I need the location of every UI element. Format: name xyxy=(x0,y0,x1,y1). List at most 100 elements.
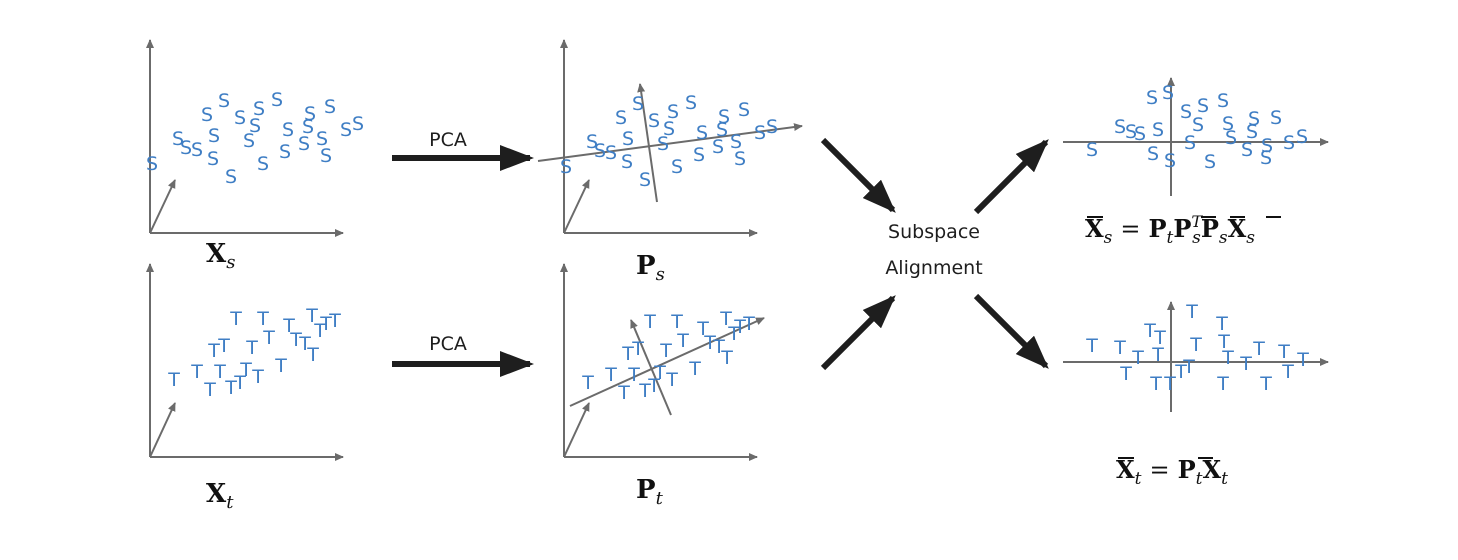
source-point: S xyxy=(622,128,634,150)
target-point: T xyxy=(688,358,701,380)
target-point: T xyxy=(167,369,180,391)
source-point: S xyxy=(316,128,328,150)
pca-label-bottom: PCA xyxy=(429,333,467,355)
target-point: T xyxy=(1182,356,1195,378)
source-point: S xyxy=(560,156,572,178)
target-point: T xyxy=(1259,373,1272,395)
target-point: T xyxy=(239,359,252,381)
target-point: T xyxy=(1221,347,1234,369)
target-point: T xyxy=(190,361,203,383)
source-point: S xyxy=(320,145,332,167)
source-point: S xyxy=(257,153,269,175)
target-point: T xyxy=(712,336,725,358)
target-point: T xyxy=(1277,341,1290,363)
target-point: T xyxy=(627,364,640,386)
pca-arrow-top: PCA xyxy=(392,129,534,171)
z-axis xyxy=(563,179,590,234)
label-ps: Ps xyxy=(636,251,665,285)
target-point: T xyxy=(289,329,302,351)
target-point: T xyxy=(638,380,651,402)
pca-label-top: PCA xyxy=(429,129,467,151)
target-point: T xyxy=(703,332,716,354)
source-point: S xyxy=(340,119,352,141)
target-point: T xyxy=(1153,327,1166,349)
target-point: T xyxy=(1119,363,1132,385)
source-point: S xyxy=(352,113,364,135)
target-point: T xyxy=(604,364,617,386)
target-point: T xyxy=(305,305,318,327)
target-point: T xyxy=(1151,344,1164,366)
source-point: S xyxy=(1241,139,1253,161)
source-point: S xyxy=(734,148,746,170)
source-point: S xyxy=(1152,119,1164,141)
target-point: T xyxy=(727,323,740,345)
subspace-alignment-label: Subspace Alignment xyxy=(885,221,982,279)
source-point: S xyxy=(648,110,660,132)
target-point: T xyxy=(256,308,269,330)
target-point: T xyxy=(313,320,326,342)
target-point: T xyxy=(719,308,732,330)
target-point: T xyxy=(233,372,246,394)
target-point: T xyxy=(621,343,634,365)
target-point: T xyxy=(665,369,678,391)
source-point: S xyxy=(1222,113,1234,135)
source-point: S xyxy=(1283,132,1295,154)
principal-axis-1 xyxy=(569,317,765,407)
target-point: T xyxy=(298,333,311,355)
target-point: T xyxy=(1215,313,1228,335)
svg-text:Pt: Pt xyxy=(636,475,664,509)
target-point: T xyxy=(1185,301,1198,323)
target-point: T xyxy=(653,362,666,384)
source-point: S xyxy=(1114,116,1126,138)
target-point: T xyxy=(1174,361,1187,383)
source-point: S xyxy=(621,151,633,173)
target-point: T xyxy=(1131,347,1144,369)
target-point: T xyxy=(581,372,594,394)
source-point: S xyxy=(1086,139,1098,161)
source-point: S xyxy=(639,169,651,191)
target-point: T xyxy=(282,315,295,337)
label-xs: Xs xyxy=(206,239,235,273)
target-point: T xyxy=(245,337,258,359)
label-xt: Xt xyxy=(206,479,234,513)
source-point: S xyxy=(1248,108,1260,130)
equation-xs-bar: Xs = PtPT sPsXs xyxy=(1085,212,1281,248)
target-point: T xyxy=(217,335,230,357)
source-point: S xyxy=(754,122,766,144)
arrow-out-alignment-bottom xyxy=(973,293,1049,369)
source-point: S xyxy=(207,148,219,170)
source-point: S xyxy=(249,115,261,137)
svg-text:Alignment: Alignment xyxy=(885,257,982,279)
source-point: S xyxy=(1217,90,1229,112)
target-point: T xyxy=(1085,335,1098,357)
source-point: S xyxy=(1180,101,1192,123)
arrow-out-alignment-top xyxy=(973,139,1049,215)
z-axis xyxy=(149,402,176,458)
target-point: T xyxy=(1113,337,1126,359)
target-point: T xyxy=(1239,353,1252,375)
source-point: S xyxy=(304,103,316,125)
target-point: T xyxy=(1143,320,1156,342)
target-point: T xyxy=(274,355,287,377)
source-point: S xyxy=(1192,114,1204,136)
target-point: T xyxy=(224,377,237,399)
target-point: T xyxy=(207,340,220,362)
source-point: S xyxy=(594,140,606,162)
z-axis xyxy=(563,402,590,458)
target-point: T xyxy=(1252,338,1265,360)
source-point: S xyxy=(657,133,669,155)
principal-axis-1 xyxy=(537,123,803,162)
svg-text:Ps: Ps xyxy=(636,251,665,285)
source-point: S xyxy=(324,96,336,118)
target-point: T xyxy=(643,311,656,333)
equation-xt-bar: Xt = PtXt xyxy=(1116,455,1228,489)
source-point: S xyxy=(1225,127,1237,149)
source-point: S xyxy=(663,118,675,140)
source-point: S xyxy=(1246,121,1258,143)
